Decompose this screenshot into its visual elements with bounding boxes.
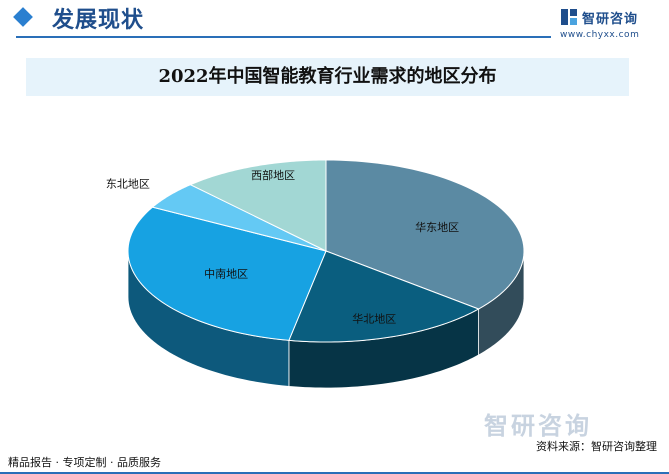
slice-label-3: 东北地区 — [106, 178, 150, 191]
brand-url: www.chyxx.com — [560, 30, 640, 40]
brand-name: 智研咨询 — [582, 12, 639, 27]
header: 发展现状 智研咨询 www.chyxx.com — [0, 0, 669, 46]
slice-label-4: 西部地区 — [251, 168, 295, 182]
page-title: 发展现状 — [52, 7, 145, 33]
chart-title-band — [26, 58, 629, 96]
pie-slice-3 — [151, 184, 327, 252]
pie-sides — [127, 250, 525, 389]
slice-label-0: 华东地区 — [415, 220, 459, 234]
source-note: 资料来源：智研咨询整理 — [536, 440, 657, 453]
chart-title: 2022年中国智能教育行业需求的地区分布 — [158, 66, 497, 87]
brand-logo: 智研咨询 www.chyxx.com — [560, 8, 660, 40]
brand-icon — [561, 9, 577, 25]
footer: 精品报告 · 专项定制 · 品质服务 资料来源：智研咨询整理 — [0, 440, 669, 474]
watermark-text: 智研咨询 — [484, 412, 592, 440]
pie-slice-1 — [288, 250, 480, 343]
footer-tagline: 精品报告 · 专项定制 · 品质服务 — [8, 456, 161, 469]
header-divider — [16, 36, 551, 38]
pie-tops — [127, 159, 525, 343]
slice-label-1: 华北地区 — [352, 312, 396, 326]
slice-label-2: 中南地区 — [204, 268, 248, 281]
pie-slice-2 — [127, 206, 327, 341]
pie-slice-0 — [325, 159, 525, 310]
pie-slice-4 — [189, 159, 327, 252]
footer-divider — [0, 472, 669, 474]
